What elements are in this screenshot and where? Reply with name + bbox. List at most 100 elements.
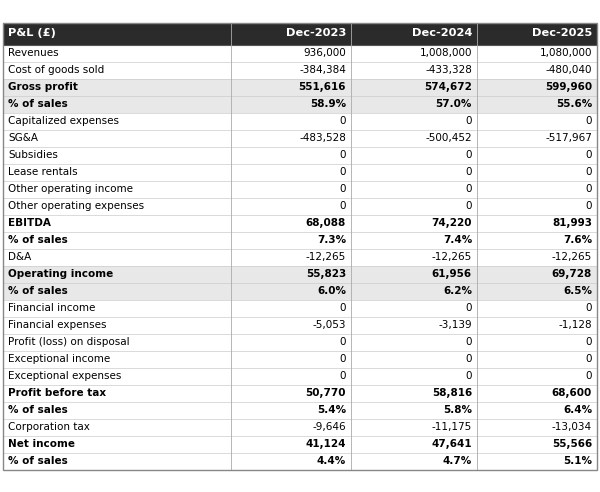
Bar — [231, 95, 351, 113]
Text: Financial income: Financial income — [8, 303, 95, 313]
Bar — [3, 334, 231, 350]
Bar — [3, 300, 231, 316]
Bar — [231, 385, 351, 401]
Bar — [351, 334, 477, 350]
Text: Other operating expenses: Other operating expenses — [8, 201, 144, 211]
Bar — [351, 79, 477, 95]
Bar — [231, 266, 351, 282]
Bar — [3, 44, 231, 62]
Bar — [3, 197, 231, 215]
Text: -12,265: -12,265 — [306, 252, 346, 262]
Text: 6.4%: 6.4% — [563, 405, 592, 415]
Bar — [351, 232, 477, 248]
Text: -1,128: -1,128 — [559, 320, 592, 330]
Bar — [231, 181, 351, 197]
Text: 7.3%: 7.3% — [317, 235, 346, 245]
Bar — [477, 232, 597, 248]
Text: 50,770: 50,770 — [305, 388, 346, 398]
Text: Dec-2025: Dec-2025 — [532, 29, 592, 38]
Text: 0: 0 — [340, 116, 346, 126]
Bar — [351, 385, 477, 401]
Bar — [231, 62, 351, 79]
Text: 0: 0 — [586, 184, 592, 194]
Text: 6.5%: 6.5% — [563, 286, 592, 296]
Bar — [351, 453, 477, 469]
Text: 0: 0 — [340, 184, 346, 194]
Text: EBITDA: EBITDA — [8, 218, 51, 228]
Bar — [3, 62, 231, 79]
Text: % of sales: % of sales — [8, 99, 68, 109]
Text: 0: 0 — [466, 354, 472, 364]
Text: 0: 0 — [466, 337, 472, 347]
Bar — [477, 113, 597, 129]
Bar — [3, 316, 231, 334]
Bar — [477, 453, 597, 469]
Text: Dec-2023: Dec-2023 — [286, 29, 346, 38]
Text: % of sales: % of sales — [8, 456, 68, 466]
Text: -12,265: -12,265 — [432, 252, 472, 262]
Bar — [231, 401, 351, 419]
Text: Profit (loss) on disposal: Profit (loss) on disposal — [8, 337, 130, 347]
Bar — [3, 23, 231, 44]
Text: 61,956: 61,956 — [432, 269, 472, 279]
Bar — [3, 401, 231, 419]
Bar — [477, 300, 597, 316]
Bar — [477, 197, 597, 215]
Text: % of sales: % of sales — [8, 235, 68, 245]
Text: -480,040: -480,040 — [545, 65, 592, 75]
Text: Other operating income: Other operating income — [8, 184, 133, 194]
Text: 0: 0 — [586, 116, 592, 126]
Text: 0: 0 — [466, 371, 472, 381]
Text: 5.4%: 5.4% — [317, 405, 346, 415]
Text: 58.9%: 58.9% — [310, 99, 346, 109]
Bar — [477, 401, 597, 419]
Text: 0: 0 — [340, 167, 346, 177]
Text: Financial expenses: Financial expenses — [8, 320, 107, 330]
Bar — [3, 350, 231, 368]
Bar — [351, 95, 477, 113]
Text: 6.0%: 6.0% — [317, 286, 346, 296]
Text: Capitalized expenses: Capitalized expenses — [8, 116, 119, 126]
Bar — [477, 62, 597, 79]
Bar — [477, 147, 597, 163]
Text: 0: 0 — [586, 354, 592, 364]
Text: -500,452: -500,452 — [425, 133, 472, 143]
Text: 0: 0 — [466, 116, 472, 126]
Bar — [231, 350, 351, 368]
Text: 57.0%: 57.0% — [436, 99, 472, 109]
Bar — [477, 248, 597, 266]
Bar — [3, 419, 231, 435]
Bar — [231, 197, 351, 215]
Text: % of sales: % of sales — [8, 405, 68, 415]
Bar — [351, 62, 477, 79]
Text: 7.4%: 7.4% — [443, 235, 472, 245]
Bar — [231, 368, 351, 385]
Text: Lease rentals: Lease rentals — [8, 167, 77, 177]
Bar — [231, 334, 351, 350]
Bar — [231, 453, 351, 469]
Bar — [351, 316, 477, 334]
Text: 574,672: 574,672 — [424, 82, 472, 92]
Bar — [351, 129, 477, 147]
Text: -12,265: -12,265 — [552, 252, 592, 262]
Bar — [3, 282, 231, 300]
Text: Exceptional income: Exceptional income — [8, 354, 110, 364]
Bar — [351, 368, 477, 385]
Bar — [477, 129, 597, 147]
Text: 0: 0 — [340, 354, 346, 364]
Bar — [351, 181, 477, 197]
Text: 0: 0 — [586, 371, 592, 381]
Text: SG&A: SG&A — [8, 133, 38, 143]
Bar — [351, 23, 477, 44]
Text: 1,008,000: 1,008,000 — [419, 48, 472, 58]
Text: 551,616: 551,616 — [299, 82, 346, 92]
Text: 4.4%: 4.4% — [317, 456, 346, 466]
Text: 68,600: 68,600 — [552, 388, 592, 398]
Bar — [3, 266, 231, 282]
Text: 0: 0 — [586, 167, 592, 177]
Text: 7.6%: 7.6% — [563, 235, 592, 245]
Text: 55,823: 55,823 — [306, 269, 346, 279]
Bar — [3, 453, 231, 469]
Bar — [351, 248, 477, 266]
Bar — [351, 147, 477, 163]
